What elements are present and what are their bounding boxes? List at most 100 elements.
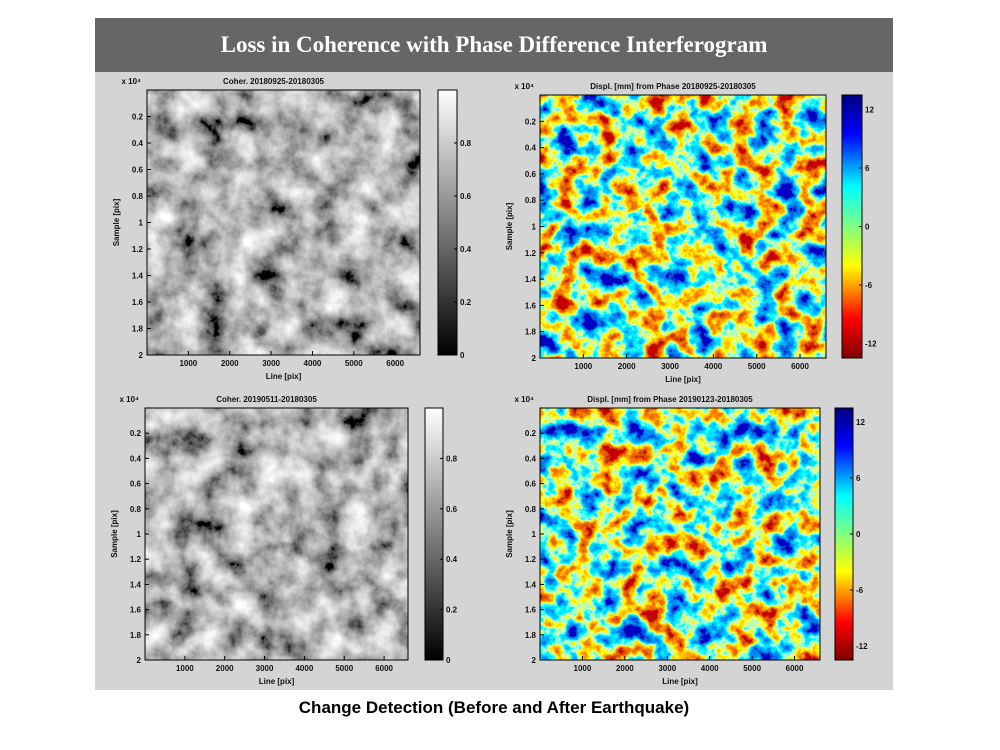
title-bar [95,18,893,72]
x-tick-label: 4000 [704,362,722,371]
colorbar-tick-label: 0.4 [446,555,458,564]
x-tick-label: 3000 [256,664,274,673]
x-tick-label: 3000 [262,359,280,368]
y-axis-label: Sample [pix] [112,198,121,246]
y-tick-label: 0.4 [525,454,537,463]
colorbar-tick-label: 0.4 [460,245,472,254]
x-tick-label: 4000 [701,664,719,673]
y-tick-label: 1.8 [130,631,142,640]
y-tick-label: 1.2 [525,555,537,564]
x-tick-label: 2000 [618,362,636,371]
colorbar-tick-label: 0.8 [446,454,458,463]
y-tick-label: 1.6 [525,301,537,310]
colorbar [437,89,458,356]
x-axis-label: Line [pix] [266,372,302,381]
y-tick-label: 1.8 [525,631,537,640]
x-axis-label: Line [pix] [259,677,295,686]
image [145,408,408,660]
y-tick-label: 1.2 [130,555,142,564]
y-tick-label: 0.2 [525,117,537,126]
y-tick-label: 0.4 [132,139,144,148]
image [147,90,420,355]
y-tick-label: 0.2 [525,429,537,438]
x-tick-label: 6000 [375,664,393,673]
y-tick-label: 0.6 [130,480,142,489]
y-axis-label: Sample [pix] [505,510,514,558]
y-tick-label: 1 [139,219,144,228]
colorbar-tick-label: -12 [865,339,877,348]
y-tick-label: 0.2 [132,113,144,122]
x-tick-label: 4000 [295,664,313,673]
y-tick-label: 1.2 [525,249,537,258]
x-tick-label: 1000 [176,664,194,673]
x-tick-label: 2000 [221,359,239,368]
y-tick-label: 1.4 [130,580,142,589]
x-tick-label: 5000 [748,362,766,371]
y-tick-label: 0.2 [130,429,142,438]
y-tick-label: 0.6 [525,170,537,179]
colorbar-tick-label: -12 [856,642,868,651]
y-offset-text: x 10⁴ [514,82,534,91]
colorbar-tick-label: 12 [865,106,874,115]
y-tick-label: 1.4 [525,275,537,284]
colorbar-tick-label: -6 [865,281,873,290]
x-axis-label: Line [pix] [665,375,701,384]
y-tick-label: 1 [137,530,142,539]
x-tick-label: 5000 [743,664,761,673]
colorbar-tick-label: 0.2 [460,298,472,307]
x-tick-label: 3000 [661,362,679,371]
colorbar-tick-label: 0.2 [446,606,458,615]
image [540,95,826,358]
colorbar-tick-label: 0 [856,530,861,539]
y-axis-label: Sample [pix] [110,510,119,558]
x-tick-label: 3000 [658,664,676,673]
y-tick-label: 0.8 [130,505,142,514]
figure-title: Loss in Coherence with Phase Difference … [221,32,768,57]
axes-title: Displ. [mm] from Phase 20180925-20180305 [590,82,756,91]
y-tick-label: 0.6 [132,166,144,175]
axes-title: Coher. 20180925-20180305 [223,77,325,86]
y-tick-label: 0.4 [525,144,537,153]
y-tick-label: 1.8 [525,328,537,337]
y-tick-label: 1 [532,530,537,539]
image [540,408,820,660]
x-tick-label: 5000 [335,664,353,673]
colorbar-tick-label: 0 [460,351,465,360]
colorbar-tick-label: 0 [865,223,870,232]
y-tick-label: 1.6 [132,298,144,307]
colorbar-tick-label: 6 [856,474,861,483]
y-offset-text: x 10⁴ [121,77,141,86]
y-tick-label: 1.4 [525,580,537,589]
x-tick-label: 6000 [386,359,404,368]
y-axis-label: Sample [pix] [505,202,514,250]
y-tick-label: 2 [532,656,537,665]
y-tick-label: 0.8 [525,505,537,514]
colorbar-tick-label: 0.6 [446,505,458,514]
y-offset-text: x 10⁴ [119,395,139,404]
x-tick-label: 4000 [304,359,322,368]
y-tick-label: 1.8 [132,325,144,334]
colorbar-tick-label: 12 [856,418,865,427]
x-tick-label: 6000 [791,362,809,371]
y-tick-label: 2 [139,351,144,360]
y-tick-label: 0.6 [525,480,537,489]
axes-title: Coher. 20190511-20180305 [216,395,317,404]
y-tick-label: 1.4 [132,272,144,281]
y-tick-label: 2 [532,354,537,363]
y-tick-label: 1.6 [525,606,537,615]
colorbar-tick-label: -6 [856,586,864,595]
caption: Change Detection (Before and After Earth… [299,698,689,717]
x-axis-label: Line [pix] [662,677,698,686]
x-tick-label: 1000 [574,664,592,673]
x-tick-label: 2000 [216,664,234,673]
y-tick-label: 0.4 [130,454,142,463]
y-tick-label: 2 [137,656,142,665]
y-tick-label: 1 [532,223,537,232]
y-offset-text: x 10⁴ [514,395,534,404]
colorbar [424,407,444,661]
colorbar-tick-label: 0.6 [460,192,472,201]
axes-title: Displ. [mm] from Phase 20190123-20180305 [587,395,753,404]
colorbar-tick-label: 0.8 [460,139,472,148]
